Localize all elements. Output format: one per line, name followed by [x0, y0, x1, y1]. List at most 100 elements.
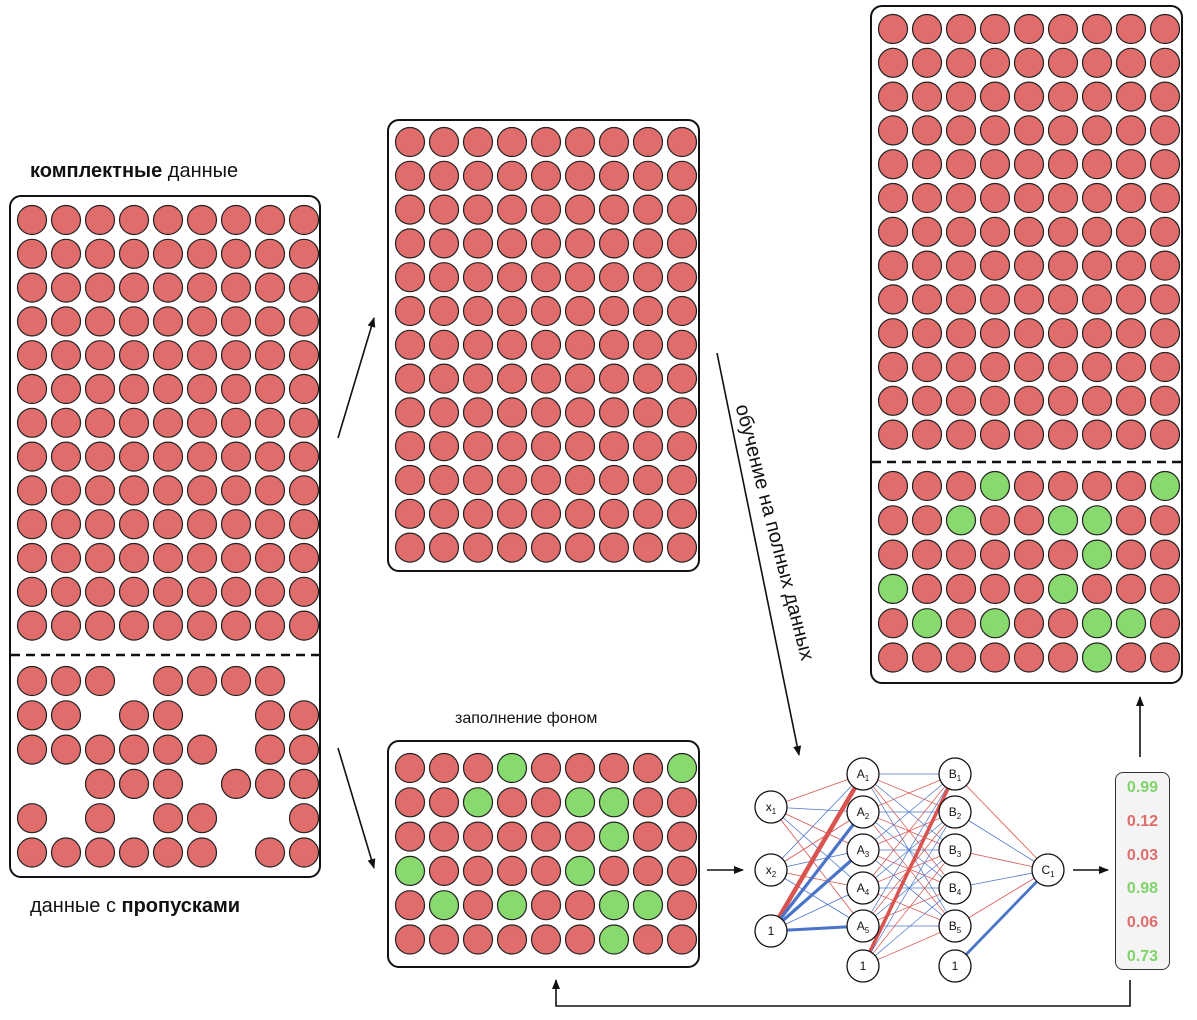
- left-missing-dot: [152, 700, 184, 731]
- result-filled-dot: [877, 470, 909, 502]
- subset-complete-dot: [496, 464, 528, 496]
- left-complete-dot: [50, 272, 82, 303]
- subset-filled-dot: [530, 890, 562, 921]
- prediction-value: 0.73: [1126, 948, 1159, 965]
- left-missing-dot: [152, 665, 184, 697]
- subset-complete-dot: [496, 160, 528, 191]
- left-missing-dot: [288, 803, 320, 834]
- left-complete-dot: [118, 441, 150, 472]
- result-complete-dot: [1081, 284, 1113, 315]
- subset-complete-dot: [394, 363, 426, 394]
- network-edge: [862, 849, 956, 967]
- subset-complete-dot: [394, 532, 426, 563]
- left-missing-dot: [84, 768, 116, 800]
- left-complete-dot: [288, 204, 320, 236]
- result-complete-dot: [911, 318, 943, 349]
- left-complete-dot: [254, 610, 286, 641]
- network-edge: [862, 773, 956, 889]
- subset-complete-dot: [598, 194, 630, 225]
- result-complete-dot: [1115, 351, 1147, 383]
- left-complete-dot: [220, 610, 252, 641]
- result-filled-dot: [945, 608, 977, 639]
- left-complete-dot: [50, 306, 82, 337]
- result-complete-dot: [979, 149, 1011, 180]
- left-complete-dot: [84, 272, 116, 303]
- network-edge: [770, 887, 864, 932]
- subset-filled-imputed-dot: [598, 787, 630, 818]
- result-filled-dot: [1013, 573, 1045, 605]
- network-edge: [862, 811, 956, 967]
- subset-complete-dot: [496, 194, 528, 225]
- hidden-a-node-label: A5: [857, 919, 870, 935]
- subset-complete-dot: [496, 228, 528, 259]
- subset-complete-dot: [428, 329, 460, 360]
- result-complete-dot: [1047, 115, 1079, 146]
- left-missing-dot: [118, 768, 150, 800]
- subset-complete-dot: [598, 397, 630, 428]
- result-filled-dot: [911, 505, 943, 536]
- result-filled-dot: [1149, 642, 1181, 673]
- left-missing-dot: [84, 837, 116, 868]
- result-complete-dot: [1013, 351, 1045, 383]
- left-missing-dot: [16, 665, 48, 697]
- network-edge: [770, 773, 864, 871]
- left-missing-dot: [118, 700, 150, 731]
- subset-complete-dot: [598, 363, 630, 394]
- result-complete-dot: [1149, 284, 1181, 315]
- result-complete-dot: [877, 351, 909, 383]
- result-filled-dot: [911, 470, 943, 502]
- left-complete-dot: [186, 509, 218, 540]
- subset-complete-dot: [666, 295, 698, 327]
- left-complete-dot: [50, 441, 82, 472]
- result-complete-dot: [979, 81, 1011, 112]
- left-complete-dot: [16, 576, 48, 607]
- network-edge: [770, 806, 864, 851]
- subset-filled-dot: [564, 752, 596, 784]
- result-complete-dot: [945, 115, 977, 146]
- result-filled-dot: [979, 505, 1011, 536]
- result-complete-dot: [1047, 81, 1079, 112]
- subset-complete-dot: [598, 329, 630, 360]
- hidden-b-node-label: B5: [949, 919, 962, 935]
- network-edge: [862, 887, 956, 967]
- subset-complete-dot: [666, 532, 698, 563]
- left-missing-dot: [152, 803, 184, 834]
- left-complete-dot: [288, 306, 320, 337]
- left-missing-dot: [152, 768, 184, 800]
- left-complete-dot: [254, 407, 286, 438]
- hidden-a-node: [846, 909, 880, 943]
- result-complete-dot: [877, 216, 909, 247]
- subset-complete-dot: [598, 431, 630, 462]
- result-filled-imputed-dot: [1115, 608, 1147, 639]
- left-complete-dot: [50, 475, 82, 506]
- complete-data-label: комплектные данные: [30, 160, 238, 183]
- left-complete-dot: [118, 373, 150, 405]
- subset-complete-dot: [564, 262, 596, 293]
- subset-complete-dot: [428, 295, 460, 327]
- subset-complete-dot: [530, 262, 562, 293]
- subset-complete-dot: [462, 464, 494, 496]
- result-complete-dot: [911, 13, 943, 45]
- subset-complete-dot: [530, 160, 562, 191]
- left-complete-dot: [152, 475, 184, 506]
- subset-complete-dot: [496, 431, 528, 462]
- result-complete-dot: [1149, 13, 1181, 45]
- left-complete-dot: [288, 610, 320, 641]
- input-node-label: x1: [766, 800, 777, 816]
- result-complete-dot: [945, 351, 977, 383]
- left-missing-dot: [220, 665, 252, 697]
- result-complete-dot: [979, 385, 1011, 416]
- left-complete-dot: [288, 475, 320, 506]
- network-edge: [770, 806, 864, 889]
- result-complete-dot: [911, 419, 943, 450]
- result-complete-dot: [877, 13, 909, 45]
- result-complete-dot: [877, 182, 909, 214]
- result-filled-dot: [911, 573, 943, 605]
- subset-filled-dot: [666, 787, 698, 818]
- left-complete-dot: [152, 576, 184, 607]
- subset-filled-dot: [530, 787, 562, 818]
- subset-complete-dot: [666, 194, 698, 225]
- result-filled-dot: [911, 642, 943, 673]
- left-missing-dot: [288, 700, 320, 731]
